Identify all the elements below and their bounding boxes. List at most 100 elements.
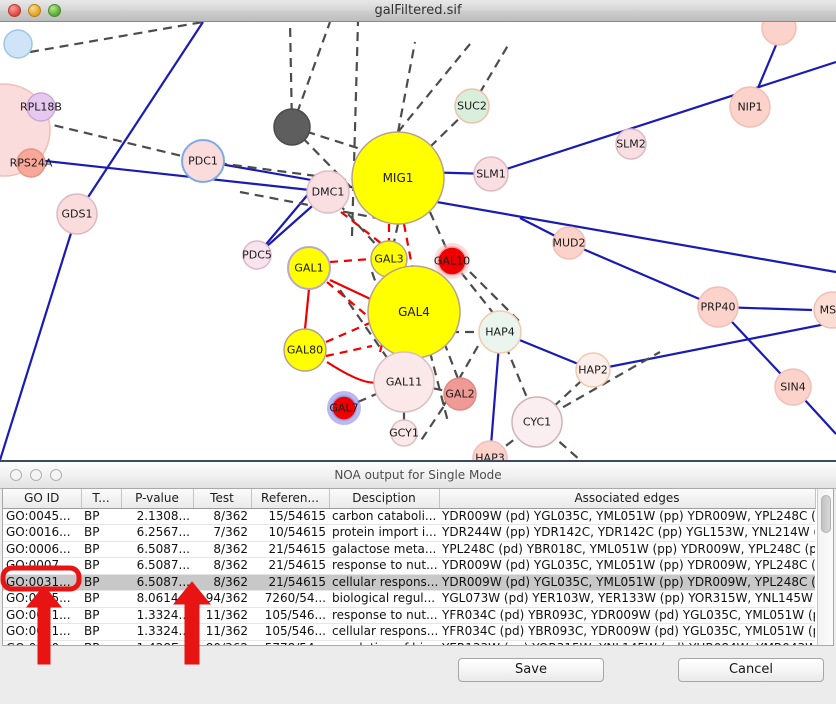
column-header-test[interactable]: Test [193, 489, 252, 509]
column-header-pvalue[interactable]: P-value [121, 489, 194, 509]
node-label: GDS1 [62, 208, 93, 221]
node-label: GAL7 [329, 402, 358, 415]
cell-pvalue: 6.5087... [121, 574, 193, 591]
edge-blue [76, 22, 204, 215]
node-label: DMC1 [312, 186, 345, 199]
edge-dashed [451, 260, 495, 315]
cell-edges: YGL073W (pd) YER103W, YER133W (pp) YOR31… [439, 590, 815, 608]
column-header-type[interactable]: T... [81, 489, 122, 509]
graph-node-gal80[interactable] [283, 328, 327, 372]
graph-node-hap3[interactable] [472, 440, 508, 460]
graph-node-gal7[interactable] [331, 395, 357, 421]
cell-description: response to nut... [329, 607, 439, 624]
graph-node-gal11[interactable] [373, 351, 435, 413]
node-label: CYC1 [523, 416, 551, 429]
graph-node-gcy1[interactable] [390, 419, 418, 447]
cell-pvalue: 6.5087... [121, 541, 193, 558]
main-titlebar: galFiltered.sif [0, 0, 836, 22]
table-row[interactable]: GO:0016... BP 6.2567... 7/362 10/54615 p… [3, 524, 815, 542]
table-row[interactable]: GO:0031... BP 1.3324... 11/362 105/546..… [3, 607, 815, 624]
graph-node-nip1[interactable] [729, 86, 771, 128]
node-label: GAL80 [287, 344, 323, 357]
graph-node-gal2[interactable] [443, 377, 477, 411]
graph-node[interactable] [3, 29, 33, 59]
table-row[interactable]: GO:0065... BP 8.0614... 94/362 7260/54..… [3, 590, 815, 608]
graph-node-pdc5[interactable] [242, 240, 272, 270]
table-row-selected[interactable]: GO:0031... BP 6.5087... 8/362 21/54615 c… [3, 574, 815, 591]
node-label: SUC2 [457, 100, 487, 113]
graph-node-sin4[interactable] [774, 368, 812, 406]
table-vertical-scrollbar[interactable] [817, 489, 833, 645]
cell-go-id: GO:0007... [3, 557, 81, 575]
graph-node-rps24a[interactable] [16, 148, 46, 178]
edge-red [303, 288, 311, 330]
graph-node-gal10[interactable] [437, 246, 467, 276]
graph-node[interactable] [761, 22, 797, 46]
minimize-button[interactable] [28, 4, 41, 17]
node-label: SIN4 [780, 381, 805, 394]
graph-node-gds1[interactable] [56, 193, 98, 235]
edge-dashed [469, 271, 521, 323]
graph-node-msn[interactable] [813, 291, 836, 329]
column-header-associated-edges[interactable]: Associated edges [439, 489, 816, 509]
node-label: MSN [820, 304, 836, 317]
edge-red-dashed [402, 223, 414, 267]
graph-node-hap2[interactable] [575, 352, 611, 388]
table-row[interactable]: GO:0050... BP 1.428E... 80/362 5778/54..… [3, 640, 815, 645]
graph-node-rpl18b[interactable] [26, 92, 56, 122]
scrollbar-thumb[interactable] [821, 495, 831, 533]
graph-node-pdc1[interactable] [181, 139, 225, 183]
cell-description: biological regul... [329, 590, 439, 608]
node-label: SLM2 [616, 138, 646, 151]
cell-type: BP [81, 574, 121, 591]
network-graph[interactable]: RPL18B RPS24A GDS1 PDC1 PDC5 DMC1 MIG1 S… [0, 22, 836, 460]
graph-node-gal1[interactable] [287, 246, 331, 290]
network-canvas[interactable]: RPL18B RPS24A GDS1 PDC1 PDC5 DMC1 MIG1 S… [0, 22, 836, 460]
edge-dashed [428, 211, 454, 262]
table-header-row: GO ID T... P-value Test Referen... Desci… [3, 489, 816, 509]
graph-node-dmc1[interactable] [306, 170, 350, 214]
cell-pvalue: 1.428E... [121, 640, 193, 645]
cell-edges: YPL248C (pd) YBR018C, YML051W (pp) YDR00… [439, 541, 815, 558]
cell-go-id: GO:0006... [3, 541, 81, 558]
graph-nodes[interactable]: RPL18B RPS24A GDS1 PDC1 PDC5 DMC1 MIG1 S… [0, 22, 836, 460]
graph-node-suc2[interactable] [454, 88, 490, 124]
graph-node-cyc1[interactable] [511, 396, 563, 448]
column-header-reference[interactable]: Referen... [251, 489, 330, 509]
results-table[interactable]: GO ID T... P-value Test Referen... Desci… [2, 488, 834, 646]
column-header-description[interactable]: Desciption [329, 489, 440, 509]
cell-type: BP [81, 508, 121, 525]
edge-dashed [396, 41, 417, 133]
close-button[interactable] [8, 4, 21, 17]
graph-node-slm2[interactable] [615, 128, 647, 160]
node-label: NIP1 [737, 101, 762, 114]
table-row[interactable]: GO:0031... BP 1.3324... 11/362 105/546..… [3, 623, 815, 641]
dialog-close-button[interactable] [10, 469, 22, 481]
table-row[interactable]: GO:0045... BP 2.1308... 8/362 15/54615 c… [3, 508, 815, 525]
graph-node-mig1[interactable] [351, 131, 445, 225]
cell-description: cellular respons... [329, 574, 439, 591]
cell-test: 11/362 [193, 623, 251, 641]
dialog-maximize-button[interactable] [50, 469, 62, 481]
table-row[interactable]: GO:0006... BP 6.5087... 8/362 21/54615 g… [3, 541, 815, 558]
dialog-minimize-button[interactable] [30, 469, 42, 481]
save-button[interactable]: Save [458, 658, 604, 682]
cell-description: protein import i... [329, 524, 439, 542]
graph-node-hap4[interactable] [478, 310, 522, 354]
edge-red-dashed [325, 344, 373, 358]
node-label: GCY1 [389, 427, 419, 440]
window-title: galFiltered.sif [374, 3, 462, 18]
table-columns: GO ID T... P-value Test Referen... Desci… [3, 489, 817, 645]
cancel-button[interactable]: Cancel [678, 658, 824, 682]
graph-node-mud2[interactable] [552, 226, 586, 260]
maximize-button[interactable] [48, 4, 61, 17]
table-row[interactable]: GO:0007... BP 6.5087... 8/362 21/54615 r… [3, 557, 815, 575]
edge-dashed [29, 22, 204, 54]
graph-node-prp40[interactable] [697, 286, 739, 328]
node-label: HAP4 [485, 326, 514, 339]
cell-go-id: GO:0065... [3, 590, 81, 608]
graph-node-slm1[interactable] [473, 156, 509, 192]
column-header-go-id[interactable]: GO ID [3, 489, 82, 509]
cell-type: BP [81, 640, 121, 645]
graph-node-unlabeled[interactable] [273, 108, 311, 146]
